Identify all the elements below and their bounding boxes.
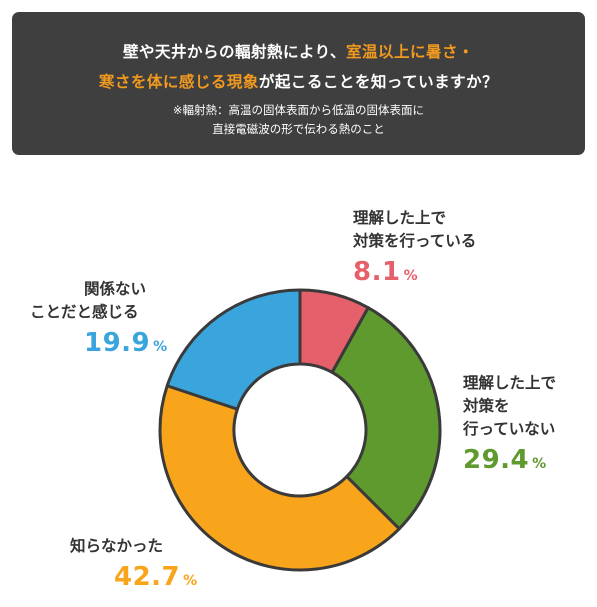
question-highlight-2: 寒さを体に感じる現象 [98,73,259,91]
slice-did-not-know [158,384,401,572]
slice-understood-not-acting [330,306,442,531]
question-banner: 壁や天井からの輻射熱により、室温以上に暑さ・ 寒さを体に感じる現象が起こることを… [12,12,585,155]
label-understood-not-acting: 理解した上で 対策を 行っていない 29.4% [463,372,556,479]
label-did-not-know: 知らなかった 42.7% [70,535,197,596]
label-line: 理解した上で [463,374,557,392]
unit-label: % [183,573,198,589]
label-line: 対策を [463,397,510,415]
question-highlight-1: 室温以上に暑さ・ [346,43,475,61]
definition-note-1: ※輻射熱：高温の固体表面から低温の固体表面に [172,103,425,117]
value-label: 8.1 [353,257,401,287]
unit-label: % [532,456,547,472]
label-line: 対策を行っている [353,232,477,250]
label-line: ことだと感じる [30,303,139,321]
question-line-2: 寒さを体に感じる現象が起こることを知っていますか？ [12,67,585,97]
label-irrelevant: 関係ない ことだと感じる 19.9% [30,278,167,362]
label-line: 知らなかった [70,537,164,555]
label-line: 関係ない [84,280,147,298]
unit-label: % [153,339,168,355]
unit-label: % [403,268,418,284]
label-understood-acting: 理解した上で 対策を行っている 8.1% [353,207,476,291]
pct-understood-not-acting: 29.4% [463,445,556,479]
label-line: 理解した上で [353,209,447,227]
label-line: 行っていない [463,420,556,438]
value-label: 19.9 [84,328,151,358]
question-text-2: が起こることを知っていますか？ [258,73,499,91]
definition-note-2: 直接電磁波の形で伝わる熱のこと [212,122,385,136]
value-label: 29.4 [463,445,530,475]
question-text-1: 壁や天井からの輻射熱により、 [122,43,347,61]
pct-did-not-know: 42.7% [114,562,197,596]
pct-irrelevant: 19.9% [84,328,167,362]
pct-understood-acting: 8.1% [353,257,476,291]
question-line-1: 壁や天井からの輻射熱により、室温以上に暑さ・ [12,37,585,67]
slice-irrelevant [165,288,302,411]
value-label: 42.7 [114,562,181,592]
